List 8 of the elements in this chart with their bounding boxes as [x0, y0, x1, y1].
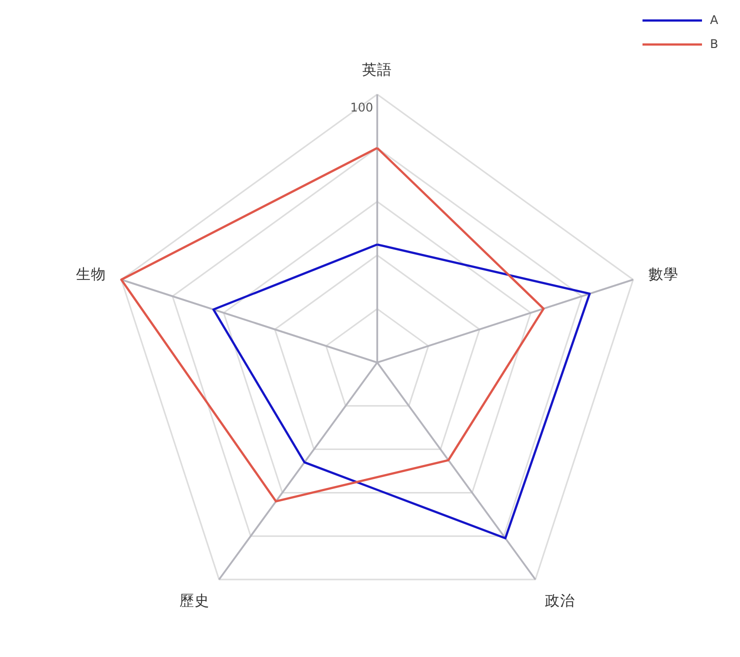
- spoke-label: 歷史: [180, 592, 210, 610]
- legend-label: B: [710, 37, 720, 51]
- spoke-label: 政治: [544, 592, 575, 610]
- spoke-label: 英語: [362, 61, 392, 78]
- text: 100: [350, 100, 374, 114]
- legend-label: A: [710, 13, 720, 27]
- spoke-label: 生物: [76, 266, 106, 284]
- spoke-label: 數學: [648, 266, 679, 284]
